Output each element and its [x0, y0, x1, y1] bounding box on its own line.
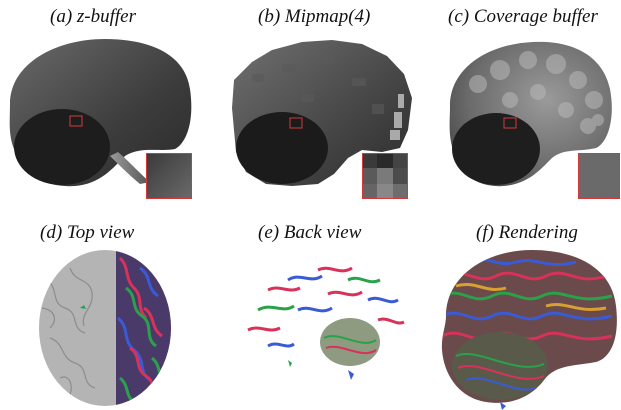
panel-b-mipmap-image: [222, 34, 422, 204]
panel-a-zbuffer-image: [0, 34, 200, 204]
panel-d-top-view-image: [20, 248, 180, 408]
caption-panel-d: (d) Top view: [40, 222, 135, 243]
panel-f-rendering-image: [436, 246, 620, 410]
panel-c-coverage-image: [438, 34, 618, 204]
caption-panel-a: (a) z-buffer: [50, 6, 137, 27]
panel-c-zoom-inset: [578, 153, 620, 199]
panel-a-zoom-inset: [146, 153, 192, 199]
panel-e-back-view-image: [228, 250, 418, 390]
caption-panel-b: (b) Mipmap(4): [258, 6, 371, 27]
caption-panel-e: (e) Back view: [258, 222, 362, 243]
cerebellum-shape: [14, 109, 110, 185]
cerebellum-shape: [452, 113, 540, 185]
cerebellum-shape: [236, 112, 328, 184]
caption-panel-c: (c) Coverage buffer: [448, 6, 598, 27]
panel-b-zoom-inset: [362, 153, 408, 199]
caption-panel-f: (f) Rendering: [476, 222, 578, 243]
